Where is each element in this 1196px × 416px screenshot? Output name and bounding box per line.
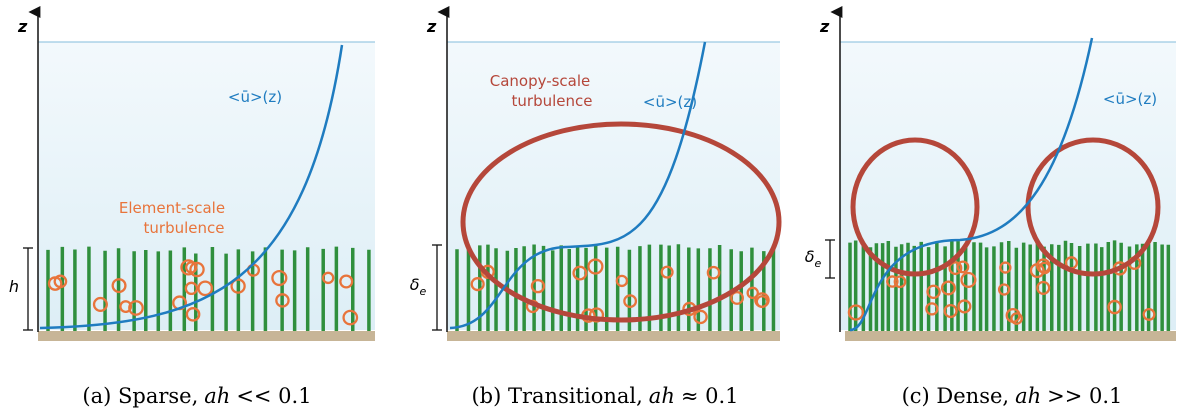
eddy <box>623 294 638 309</box>
eddy <box>197 280 214 297</box>
eddy <box>530 278 546 294</box>
ground <box>845 331 1176 341</box>
caption-text: (b) Transitional, <box>471 384 642 408</box>
panel: z <ū>(z) Element-scale turbulence h (a) Spars… <box>9 5 375 408</box>
eddy <box>339 274 354 289</box>
eddy <box>1036 280 1051 295</box>
panel: z <ū>(z) δe (c) Dense, ah >> 0.1 <box>805 5 1176 408</box>
eddy <box>1142 307 1156 321</box>
ground <box>447 331 780 341</box>
eddy <box>230 278 246 294</box>
profile-label: <ū>(z) <box>643 93 697 111</box>
eddy <box>940 280 956 296</box>
caption-rel: >> 0.1 <box>1047 384 1122 408</box>
eddy <box>693 309 708 325</box>
eddy <box>925 302 939 316</box>
eddy <box>470 277 485 292</box>
caption-text: (a) Sparse, <box>82 384 198 408</box>
axis-label: z <box>17 17 28 36</box>
eddy <box>184 281 199 296</box>
caption: (a) Sparse, ah << 0.1 <box>82 384 311 408</box>
eddy <box>572 265 588 281</box>
eddy <box>1107 299 1122 315</box>
turbulence-label: Element-scale <box>119 199 225 217</box>
water <box>447 42 780 330</box>
eddy <box>948 261 963 276</box>
eddy <box>111 278 127 294</box>
eddy <box>997 283 1011 296</box>
height-symbol: h <box>9 277 19 296</box>
caption-var: ah <box>1015 384 1041 408</box>
eddy <box>321 271 335 285</box>
eddy <box>886 275 899 288</box>
height-label: h <box>9 277 19 296</box>
eddy <box>706 265 721 280</box>
eddy <box>943 303 958 319</box>
eddy <box>271 269 288 287</box>
turbulence-label: turbulence <box>144 219 225 237</box>
eddy <box>956 260 970 274</box>
eddy <box>730 291 744 305</box>
height-subscript: e <box>815 257 822 270</box>
eddy <box>847 304 865 321</box>
velocity-profile <box>449 41 707 330</box>
height-symbol: δ <box>805 247 815 266</box>
caption: (b) Transitional, ah ≈ 0.1 <box>471 384 738 408</box>
caption-rel: ≈ 0.1 <box>681 384 739 408</box>
profile-label: <ū>(z) <box>228 88 282 106</box>
velocity-profile <box>849 37 1094 332</box>
caption: (c) Dense, ah >> 0.1 <box>902 384 1123 408</box>
eddy <box>119 300 133 313</box>
velocity-profile <box>39 44 344 330</box>
caption-text: (c) Dense, <box>902 384 1010 408</box>
eddy <box>180 259 197 276</box>
eddy <box>47 276 63 291</box>
eddy <box>660 265 674 279</box>
eddy <box>960 271 977 288</box>
eddy <box>999 261 1012 274</box>
eddy <box>1029 263 1045 279</box>
height-symbol: δ <box>410 275 420 294</box>
eddy <box>746 286 759 300</box>
eddy <box>189 261 205 278</box>
axis-label: z <box>426 17 437 36</box>
eddy <box>128 300 144 316</box>
eddy <box>275 293 290 308</box>
eddy <box>92 296 108 312</box>
eddy <box>1010 312 1023 325</box>
height-label: δe <box>805 247 822 270</box>
canopy-eddy <box>850 137 980 277</box>
height-label: δe <box>410 275 427 298</box>
eddy <box>185 307 201 322</box>
eddy <box>957 299 972 314</box>
eddy <box>893 275 907 289</box>
eddy <box>615 274 629 288</box>
caption-var: ah <box>649 384 675 408</box>
eddy <box>926 284 941 300</box>
eddy <box>342 309 359 326</box>
axis-label: z <box>819 17 830 36</box>
turbulence-label: turbulence <box>512 92 593 110</box>
canopy-eddy <box>1025 137 1161 277</box>
panel: z <ū>(z) Canopy-scale turbulence δe (b) Trans… <box>410 5 782 408</box>
turbulence-label: Canopy-scale <box>490 72 591 90</box>
canopy-eddy <box>460 121 782 323</box>
eddy <box>588 307 605 323</box>
eddy <box>755 295 769 308</box>
profile-label: <ū>(z) <box>1103 90 1157 108</box>
eddy <box>587 258 604 275</box>
caption-var: ah <box>204 384 230 408</box>
ground <box>38 331 375 341</box>
eddy <box>1005 307 1021 323</box>
height-subscript: e <box>420 285 427 298</box>
caption-rel: << 0.1 <box>236 384 311 408</box>
